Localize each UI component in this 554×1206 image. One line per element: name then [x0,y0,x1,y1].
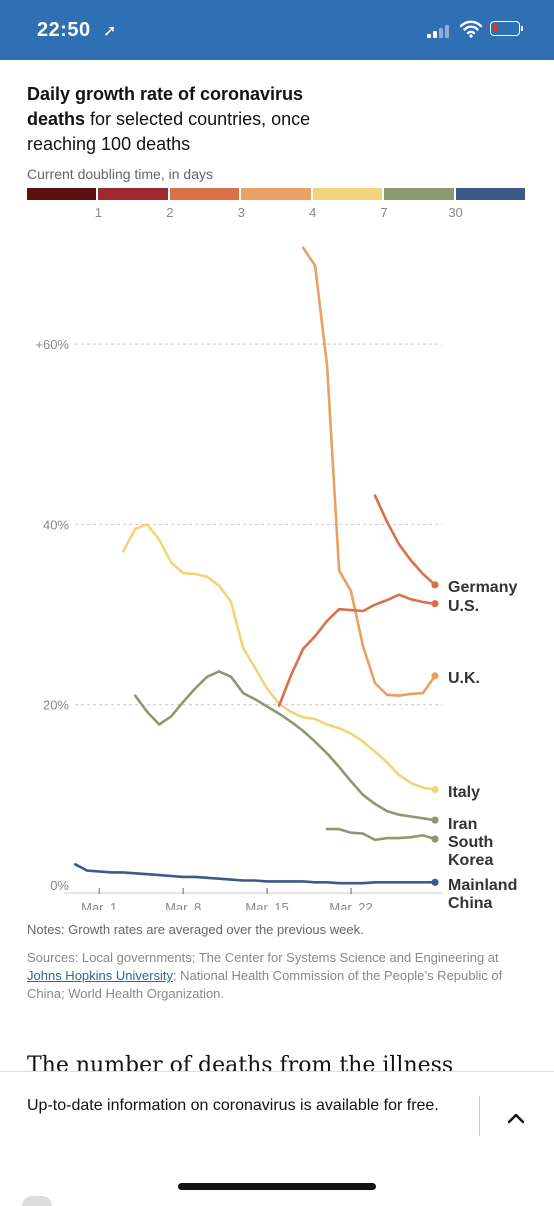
series-line [277,593,437,707]
color-scale-tick-label: 30 [448,205,463,220]
sources-prefix: Sources: Local governments; The Center f… [27,950,499,965]
series-line [301,246,437,697]
article-snippet: The number of deaths from the illness kn… [27,1053,454,1073]
cellular-signal-icon [427,24,451,38]
banner-divider [479,1096,480,1136]
status-time: 22:50 [37,19,91,41]
y-tick-label: +60% [35,337,69,352]
location-arrow-icon: ➚ [103,23,117,40]
chart-notes: Notes: Growth rates are averaged over th… [27,922,364,937]
banner-text: Up-to-date information on coronavirus is… [27,1097,439,1114]
y-tick-label: 20% [43,698,69,713]
legend-title: Current doubling time, in days [27,166,213,182]
color-scale-segment [312,188,383,200]
series-end-label: Korea [448,852,493,869]
y-tick-label: 40% [43,517,69,532]
series-line [373,494,437,587]
wifi-icon [460,20,482,38]
series-end-point [431,816,439,824]
color-scale-segment [384,188,454,200]
color-scale-tick-label: 4 [309,205,317,220]
battery-icon [490,21,523,36]
doubling-time-color-scale [27,188,527,200]
x-tick-label: Mar. 15 [245,900,288,910]
sources-suffix: ; National Health Commission of the Peop… [27,968,503,1001]
series-end-point [431,600,439,608]
status-bar: 22:50 ➚ [0,0,554,60]
chart-title: Daily growth rate of coronavirus deaths … [27,82,337,157]
color-scale-tick-label: 2 [166,205,174,220]
series-end-point [431,878,439,886]
series-end-label: Italy [448,784,480,801]
color-scale-segment [169,188,240,200]
avatar [22,1196,52,1206]
color-scale-tick-label: 3 [237,205,245,220]
series-line [325,827,437,842]
series-end-label: Mainland [448,877,517,894]
series-end-label: Iran [448,816,477,833]
home-indicator [178,1183,376,1190]
series-line [133,670,437,822]
series-end-label: South [448,834,493,851]
info-banner[interactable]: Up-to-date information on coronavirus is… [0,1071,554,1162]
color-scale-segment [455,188,525,200]
series-end-label: U.S. [448,598,479,615]
johns-hopkins-link[interactable]: Johns Hopkins University [27,968,173,983]
growth-rate-line-chart: 0% 20% 40% +60% Mar. 1 Mar. 8 Mar. 15 Mar. 22 Ge… [35,246,517,910]
series-end-point [431,785,439,794]
y-tick-label: 0% [50,878,69,893]
chart-title-rest: for selected countries, once reaching 10… [27,109,311,154]
series-end-point [431,672,439,680]
series-line [73,863,437,885]
series-end-label: U.K. [448,670,480,687]
series-end-point [431,835,439,843]
chevron-up-icon[interactable] [500,1102,532,1132]
x-tick-label: Mar. 22 [329,900,372,910]
color-scale-segment [98,188,168,200]
color-scale-tick-label: 7 [380,205,388,220]
x-tick-label: Mar. 1 [81,900,117,910]
series-end-label: Germany [448,579,517,596]
color-scale-segment [27,188,97,200]
series-end-point [431,581,439,589]
chart-sources: Sources: Local governments; The Center f… [27,949,527,1003]
color-scale-segment [241,188,311,200]
series-line [121,523,437,791]
chart-title-bold: Daily growth rate of coronavirus deaths [27,84,304,129]
series-end-label: China [448,895,493,910]
color-scale-tick-label: 1 [94,205,103,220]
x-tick-label: Mar. 8 [165,900,201,910]
